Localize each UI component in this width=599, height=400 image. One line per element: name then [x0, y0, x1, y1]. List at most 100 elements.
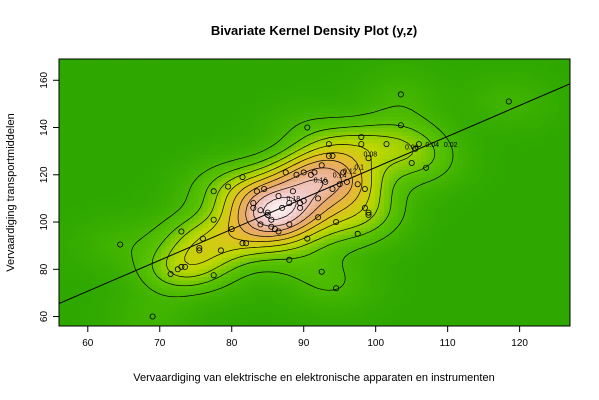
density-cell [337, 207, 343, 213]
density-cell [72, 123, 79, 129]
density-cell [291, 245, 297, 251]
density-cell [384, 188, 390, 194]
density-cell [291, 169, 297, 175]
density-cell [161, 120, 167, 125]
density-cell [226, 264, 232, 270]
density-cell [272, 268, 278, 274]
density-cell [240, 139, 246, 144]
density-cell [374, 287, 381, 293]
density-cell [244, 108, 251, 113]
density-cell [365, 253, 371, 258]
density-cell [189, 100, 195, 106]
density-cell [319, 89, 325, 94]
density-cell [147, 116, 153, 121]
density-cell [86, 188, 93, 194]
density-cell [72, 100, 79, 106]
density-cell [170, 291, 176, 297]
density-cell [91, 120, 97, 125]
density-cell [374, 97, 381, 102]
density-cell [286, 123, 292, 129]
density-cell [128, 59, 134, 64]
density-cell [337, 318, 343, 323]
density-cell [189, 85, 195, 91]
density-cell [133, 127, 139, 133]
density-cell [370, 245, 376, 251]
density-cell [286, 120, 292, 125]
density-cell [175, 230, 181, 236]
density-cell [323, 299, 330, 304]
density-cell [370, 314, 376, 319]
density-cell [281, 78, 288, 83]
density-cell [347, 108, 353, 113]
density-cell [291, 66, 297, 72]
density-cell [281, 200, 288, 205]
density-cell [72, 261, 79, 266]
density-cell [203, 245, 209, 251]
density-cell [100, 158, 107, 163]
density-cell [240, 257, 246, 262]
density-cell [305, 154, 311, 159]
density-cell [110, 223, 116, 228]
density-cell [212, 264, 218, 270]
density-cell [86, 97, 93, 102]
density-cell [170, 184, 176, 190]
density-cell [356, 299, 362, 304]
density-cell [63, 154, 69, 159]
density-cell [309, 253, 316, 258]
density-cell [68, 116, 74, 121]
density-cell [254, 161, 260, 167]
density-cell [124, 268, 130, 274]
density-cell [240, 93, 246, 98]
density-cell [175, 70, 181, 75]
density-cell [286, 108, 292, 113]
density-cell [370, 261, 376, 266]
density-cell [124, 303, 130, 308]
density-cell [356, 234, 362, 239]
density-cell [258, 74, 264, 79]
density-cell [370, 161, 376, 167]
density-cell [110, 238, 116, 243]
density-cell [151, 215, 158, 220]
density-cell [68, 223, 74, 228]
density-cell [142, 59, 148, 64]
density-cell [128, 169, 134, 175]
density-cell [82, 219, 88, 224]
density-cell [147, 169, 153, 175]
density-cell [207, 154, 213, 159]
density-cell [342, 173, 348, 178]
density-cell [286, 104, 292, 110]
density-cell [175, 249, 181, 255]
density-cell [133, 211, 139, 216]
density-cell [337, 188, 343, 194]
density-cell [133, 120, 139, 125]
density-cell [240, 81, 246, 87]
density-cell [300, 264, 306, 270]
density-cell [198, 226, 204, 232]
density-cell [230, 139, 237, 144]
density-cell [114, 226, 120, 232]
density-cell [337, 287, 343, 293]
density-cell [268, 120, 274, 125]
density-cell [147, 181, 153, 186]
density-cell [244, 207, 251, 213]
density-cell [268, 188, 274, 194]
density-cell [374, 245, 381, 251]
density-cell [193, 215, 199, 220]
density-cell [295, 223, 302, 228]
density-cell [291, 123, 297, 129]
density-cell [100, 249, 107, 255]
density-cell [170, 211, 176, 216]
density-cell [91, 104, 97, 110]
density-cell [305, 135, 311, 140]
density-cell [124, 127, 130, 133]
density-cell [82, 257, 88, 262]
density-cell [226, 158, 232, 163]
density-cell [374, 192, 381, 197]
density-cell [244, 158, 251, 163]
density-cell [379, 154, 385, 159]
density-cell [170, 181, 176, 186]
density-cell [100, 139, 107, 144]
density-cell [212, 314, 218, 319]
density-cell [281, 139, 288, 144]
density-cell [86, 142, 93, 148]
